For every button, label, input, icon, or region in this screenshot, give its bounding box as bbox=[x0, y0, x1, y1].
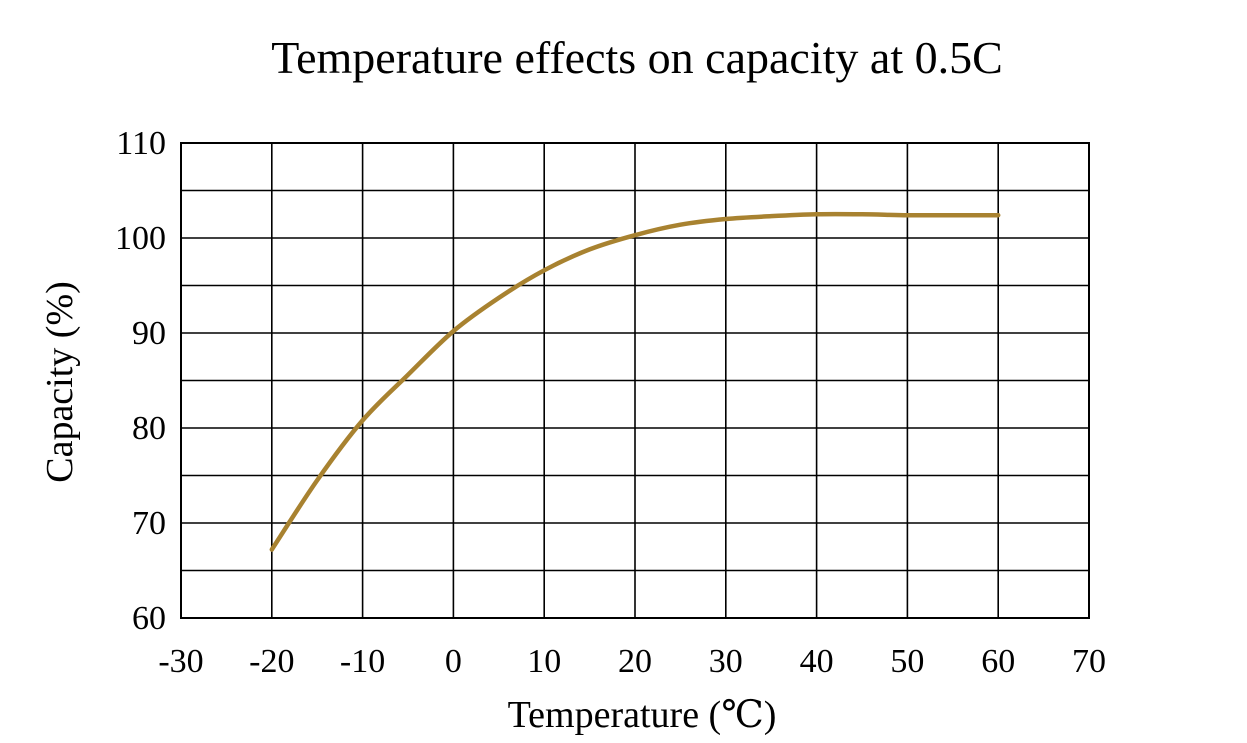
x-tick-label: 60 bbox=[981, 643, 1015, 680]
x-tick-label: 40 bbox=[800, 643, 834, 680]
y-tick-label: 110 bbox=[116, 125, 166, 162]
x-tick-labels: -30 -20 -10 0 10 20 30 40 50 60 70 bbox=[158, 643, 1106, 680]
x-tick-label: -20 bbox=[249, 643, 294, 680]
x-tick-label: -30 bbox=[158, 643, 203, 680]
x-tick-label: 30 bbox=[709, 643, 743, 680]
chart-title: Temperature effects on capacity at 0.5C bbox=[271, 32, 1003, 83]
x-tick-label: -10 bbox=[340, 643, 385, 680]
x-tick-label: 0 bbox=[445, 643, 462, 680]
grid bbox=[181, 143, 1089, 618]
x-tick-label: 70 bbox=[1072, 643, 1106, 680]
series-layer bbox=[269, 211, 1001, 552]
y-tick-label: 100 bbox=[115, 220, 166, 257]
x-tick-label: 20 bbox=[618, 643, 652, 680]
x-tick-label: 50 bbox=[890, 643, 924, 680]
y-tick-labels: 60 70 80 90 100 110 bbox=[115, 125, 166, 637]
y-tick-label: 70 bbox=[132, 505, 166, 542]
y-tick-label: 80 bbox=[132, 410, 166, 447]
y-axis-label: Capacity (%) bbox=[39, 281, 81, 483]
x-tick-label: 10 bbox=[527, 643, 561, 680]
plot-area-frame bbox=[180, 142, 1090, 619]
x-axis-label: Temperature (℃) bbox=[508, 694, 777, 736]
y-tick-label: 60 bbox=[132, 600, 166, 637]
y-tick-label: 90 bbox=[132, 315, 166, 352]
capacity-series-line bbox=[269, 211, 1001, 552]
